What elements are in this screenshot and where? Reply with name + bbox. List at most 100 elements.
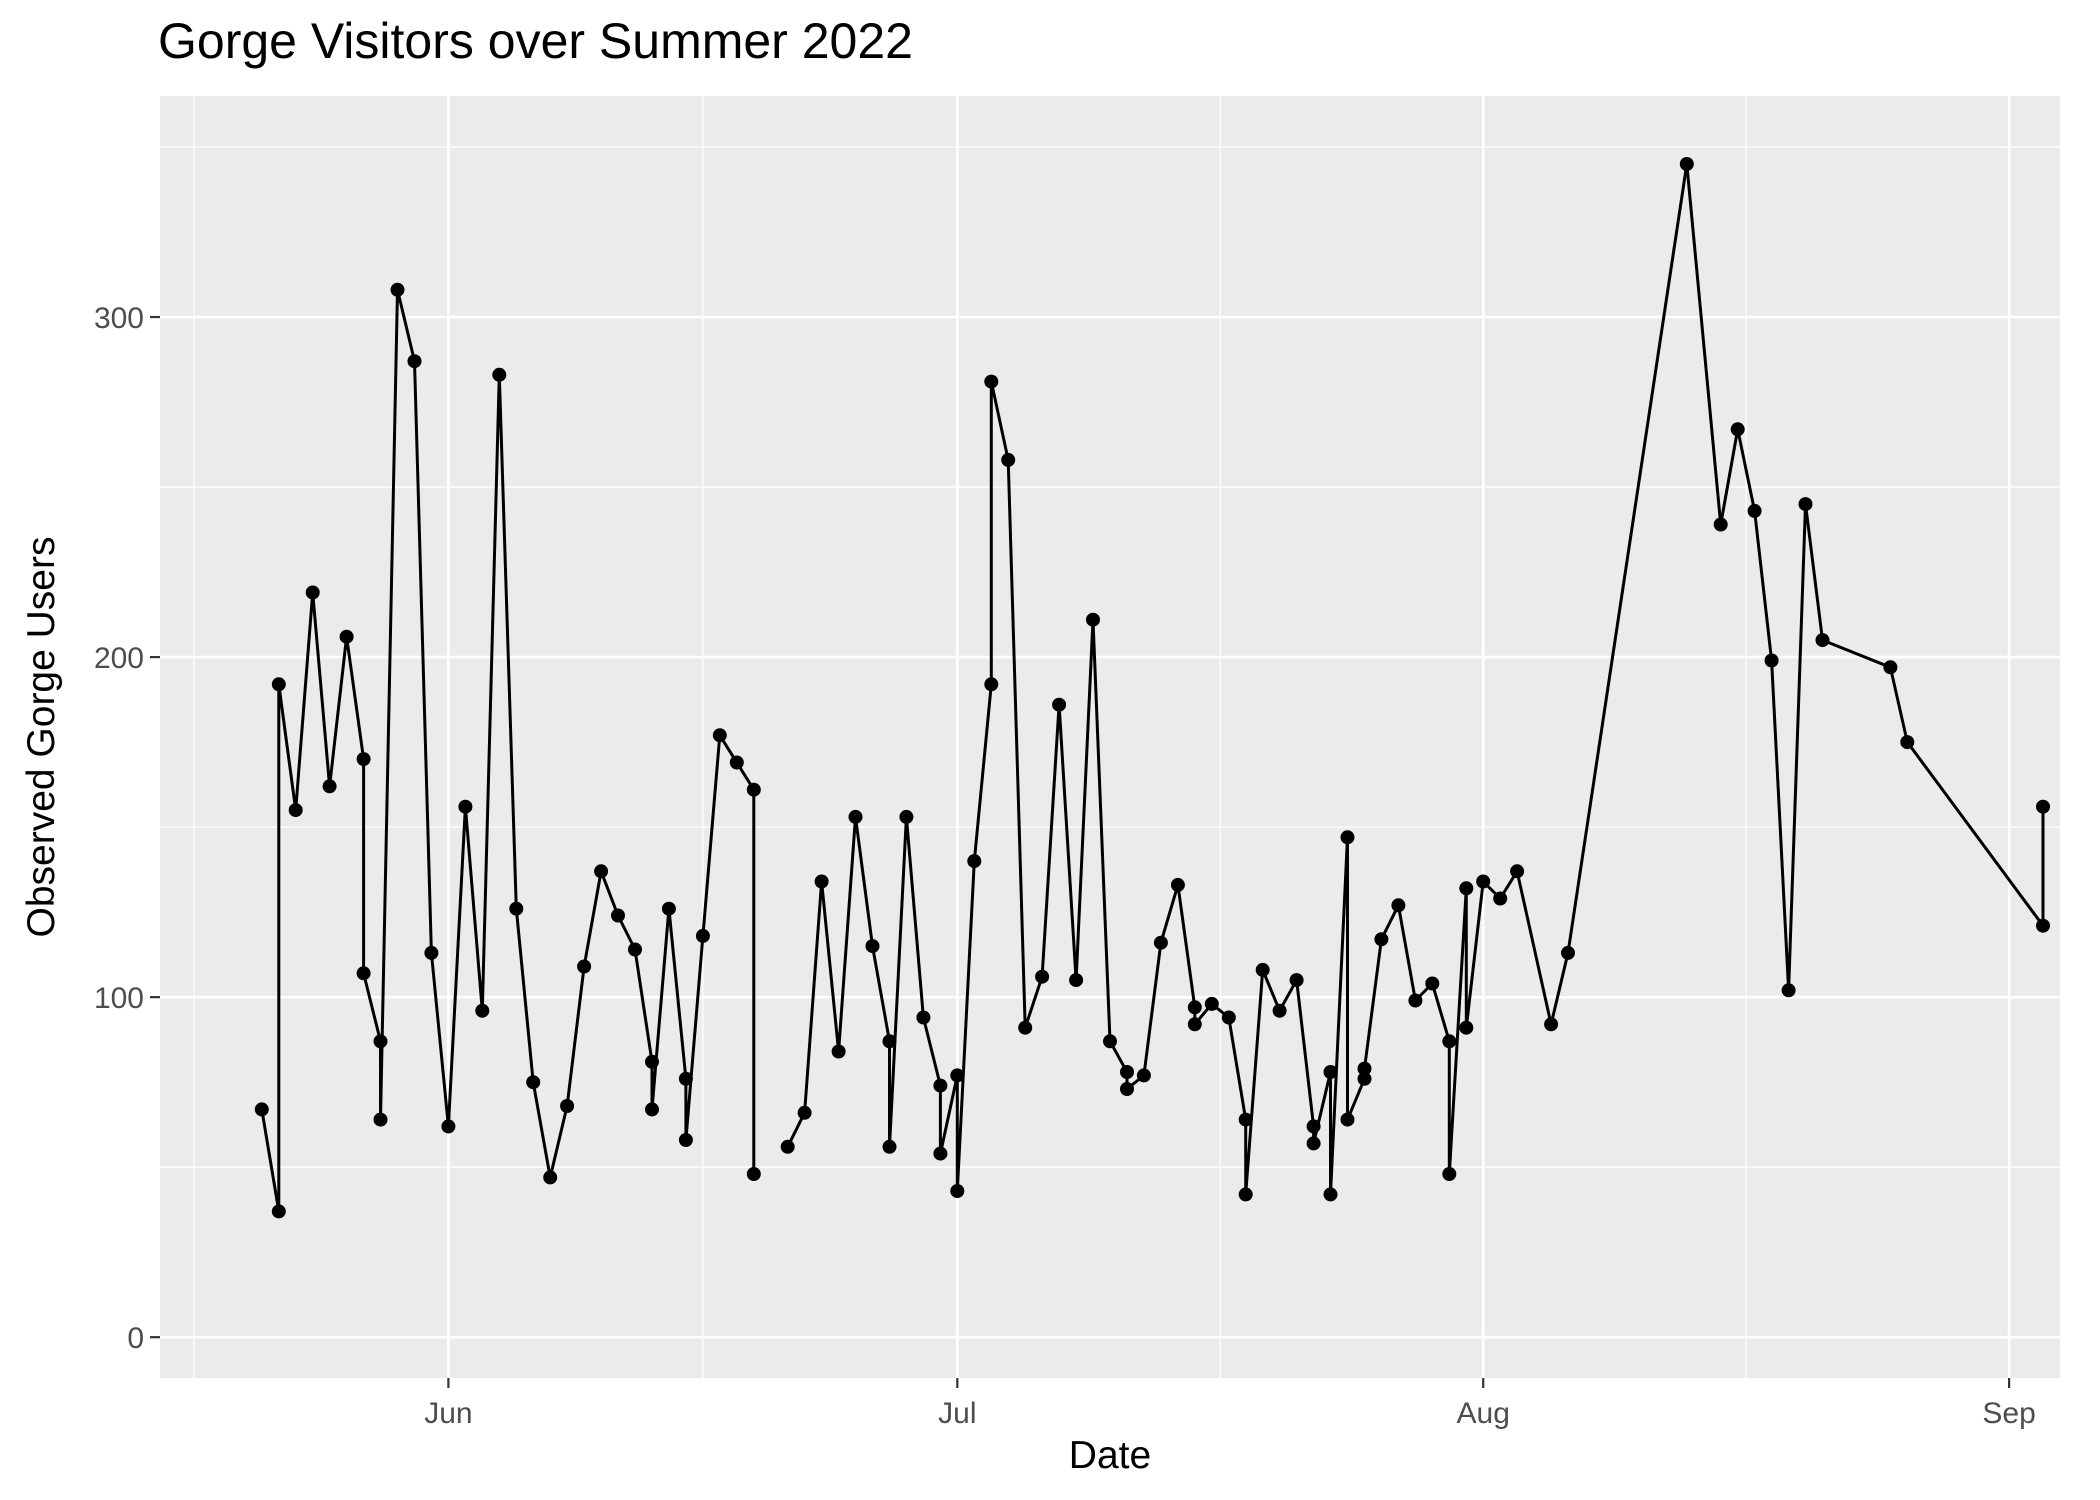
series-layer <box>254 157 2050 1219</box>
data-point <box>1170 877 1185 892</box>
data-point <box>1289 973 1304 988</box>
data-point <box>1459 1020 1474 1035</box>
data-point <box>1900 735 1915 750</box>
data-point <box>695 928 710 943</box>
data-point <box>1561 945 1575 960</box>
data-point <box>1238 1112 1253 1127</box>
data-point <box>916 1010 931 1025</box>
data-point <box>1442 1167 1457 1181</box>
data-point <box>305 585 320 600</box>
data-point <box>475 1003 490 1018</box>
data-point <box>1340 830 1355 845</box>
data-point <box>1357 1061 1372 1076</box>
y-tick-label: 300 <box>94 302 144 335</box>
grid-minor <box>160 96 2060 1378</box>
chart-title: Gorge Visitors over Summer 2022 <box>158 13 913 69</box>
data-point <box>577 959 592 974</box>
data-point <box>950 1068 965 1083</box>
data-point <box>1120 1065 1134 1079</box>
data-point <box>1204 996 1219 1011</box>
data-point <box>2036 799 2050 814</box>
y-tick-label: 200 <box>94 642 144 675</box>
data-point <box>492 367 507 382</box>
data-point <box>1323 1187 1338 1202</box>
data-point <box>611 908 625 923</box>
data-point <box>899 809 914 824</box>
data-point <box>339 629 354 644</box>
x-axis: Jun Jul Aug Sep <box>424 1378 2036 1430</box>
data-point <box>1459 881 1474 896</box>
data-point <box>1883 660 1898 675</box>
data-point <box>594 864 609 879</box>
data-point <box>254 1102 269 1117</box>
data-point <box>407 354 422 369</box>
data-point <box>1035 969 1050 984</box>
data-point <box>1781 983 1796 998</box>
x-tick-label: Aug <box>1457 1397 1510 1430</box>
data-point <box>1476 874 1491 889</box>
data-point <box>882 1034 897 1049</box>
y-tick-label: 0 <box>127 1322 144 1355</box>
data-point <box>1679 157 1694 171</box>
data-point <box>1747 503 1762 518</box>
data-point <box>1103 1034 1117 1049</box>
data-point <box>560 1099 575 1113</box>
data-point <box>271 677 286 692</box>
data-point <box>1815 633 1830 648</box>
data-point <box>645 1054 659 1069</box>
data-point <box>967 854 982 869</box>
data-point <box>1136 1068 1151 1083</box>
y-tick-label: 100 <box>94 982 144 1015</box>
data-point <box>1798 497 1813 512</box>
data-point <box>1018 1020 1033 1035</box>
data-point <box>1323 1065 1338 1079</box>
data-point <box>746 782 761 797</box>
data-point <box>1306 1119 1321 1134</box>
data-point <box>390 282 405 297</box>
data-point <box>1374 932 1389 947</box>
data-point <box>1357 1071 1372 1086</box>
data-point <box>661 901 676 916</box>
data-point <box>1442 1034 1457 1049</box>
data-point <box>356 752 371 767</box>
y-axis-title: Observed Gorge Users <box>20 537 63 938</box>
plot-panel <box>160 96 2060 1378</box>
data-point <box>1425 976 1440 991</box>
data-point <box>2036 918 2050 933</box>
data-point <box>950 1184 965 1198</box>
data-point <box>1544 1017 1559 1032</box>
data-point <box>1221 1010 1236 1025</box>
grid-major <box>160 96 2060 1378</box>
data-point <box>1493 891 1508 906</box>
data-point <box>458 799 473 814</box>
data-point <box>288 803 303 818</box>
data-point <box>831 1044 846 1059</box>
data-point <box>543 1170 558 1185</box>
data-point <box>1408 993 1423 1008</box>
data-point <box>1764 653 1779 668</box>
data-point <box>628 942 642 957</box>
data-point <box>712 728 727 743</box>
data-point <box>848 809 863 824</box>
data-point <box>509 901 524 916</box>
data-point <box>1086 612 1100 627</box>
data-point <box>797 1105 812 1120</box>
data-point <box>678 1133 693 1147</box>
data-point <box>984 677 999 692</box>
data-point <box>373 1112 388 1127</box>
data-point <box>1713 517 1728 532</box>
x-tick-label: Sep <box>1982 1397 2035 1430</box>
data-point <box>1340 1112 1355 1127</box>
data-point <box>526 1075 541 1090</box>
data-point <box>933 1078 948 1093</box>
data-point <box>1052 697 1067 712</box>
data-point <box>1153 935 1168 950</box>
data-point <box>1238 1187 1253 1202</box>
data-point <box>882 1139 897 1154</box>
data-point <box>814 874 829 889</box>
x-axis-title: Date <box>1069 1434 1151 1477</box>
data-point <box>1255 962 1270 977</box>
data-point <box>729 755 744 770</box>
data-point <box>984 374 999 389</box>
data-point <box>1120 1082 1134 1096</box>
